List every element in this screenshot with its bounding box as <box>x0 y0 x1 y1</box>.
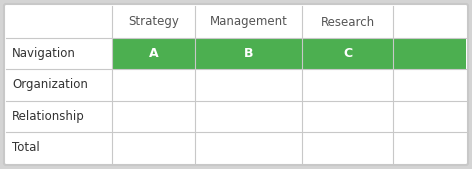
Bar <box>195 38 302 69</box>
Bar <box>393 38 466 69</box>
Text: Total: Total <box>12 141 40 154</box>
Text: Relationship: Relationship <box>12 110 85 123</box>
Text: Research: Research <box>320 16 374 29</box>
FancyBboxPatch shape <box>4 4 468 165</box>
Text: B: B <box>244 47 253 60</box>
Text: Management: Management <box>210 16 287 29</box>
Text: Organization: Organization <box>12 78 88 91</box>
Text: Strategy: Strategy <box>128 16 179 29</box>
Text: Navigation: Navigation <box>12 47 76 60</box>
Bar <box>112 38 195 69</box>
Text: A: A <box>149 47 159 60</box>
Bar <box>302 38 393 69</box>
Text: C: C <box>343 47 352 60</box>
